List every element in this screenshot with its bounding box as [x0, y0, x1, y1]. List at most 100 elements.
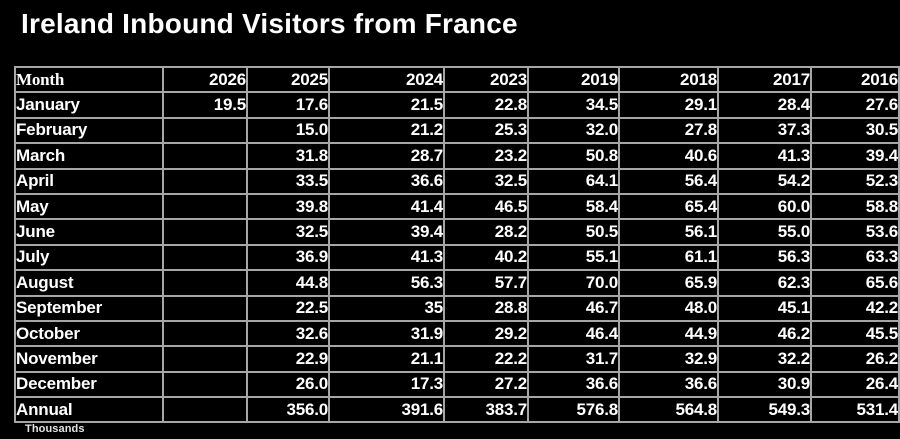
row-label: October	[14, 319, 164, 348]
units-note: Thousands	[25, 423, 85, 435]
value-cell: 46.5	[443, 192, 529, 221]
visitors-table: Month 2026 2025 2024 2023 2019 2018 2017 2016 Ja…	[14, 65, 900, 424]
value-cell	[162, 370, 248, 399]
value-cell: 383.7	[443, 396, 529, 424]
row-label: November	[14, 345, 164, 373]
value-cell	[162, 396, 248, 424]
value-cell: 63.3	[810, 243, 900, 272]
value-cell: 26.2	[810, 345, 900, 373]
table-row: Annual 356.0 391.6 383.7 576.8 564.8 549.3 531.…	[14, 396, 900, 424]
value-cell: 28.4	[717, 91, 812, 119]
table-row: March 31.8 28.7 23.2 50.8 40.6 41.3 39.4	[14, 142, 900, 170]
row-label: April	[14, 167, 164, 195]
value-cell: 40.6	[618, 142, 719, 170]
value-cell: 17.3	[328, 370, 445, 399]
header-row: Month 2026 2025 2024 2023 2019 2018 2017 2016	[14, 65, 900, 94]
row-label: December	[14, 370, 164, 399]
value-cell: 28.2	[443, 218, 529, 246]
value-cell	[162, 192, 248, 221]
value-cell: 44.8	[246, 269, 330, 297]
value-cell: 46.4	[527, 319, 620, 348]
table-row: January 19.5 17.6 21.5 22.8 34.5 29.1 28.4 27.6	[14, 91, 900, 119]
value-cell	[162, 243, 248, 272]
value-cell: 58.8	[810, 192, 900, 221]
value-cell: 22.8	[443, 91, 529, 119]
value-cell: 19.5	[162, 91, 248, 119]
value-cell: 46.7	[527, 294, 620, 322]
value-cell: 46.2	[717, 319, 812, 348]
value-cell: 32.0	[527, 116, 620, 145]
column-header-2023: 2023	[443, 65, 529, 94]
column-header-2016: 2016	[810, 65, 900, 94]
value-cell: 549.3	[717, 396, 812, 424]
value-cell: 21.2	[328, 116, 445, 145]
value-cell: 27.8	[618, 116, 719, 145]
value-cell: 31.9	[328, 319, 445, 348]
value-cell: 29.1	[618, 91, 719, 119]
column-header-2018: 2018	[618, 65, 719, 94]
value-cell: 27.6	[810, 91, 900, 119]
row-label: Annual	[14, 396, 164, 424]
value-cell: 41.3	[328, 243, 445, 272]
value-cell: 30.5	[810, 116, 900, 145]
page-title: Ireland Inbound Visitors from France	[21, 8, 518, 39]
value-cell: 21.5	[328, 91, 445, 119]
value-cell: 41.4	[328, 192, 445, 221]
value-cell: 31.7	[527, 345, 620, 373]
row-label: March	[14, 142, 164, 170]
value-cell: 45.1	[717, 294, 812, 322]
value-cell: 54.2	[717, 167, 812, 195]
value-cell: 35	[328, 294, 445, 322]
value-cell: 44.9	[618, 319, 719, 348]
column-header-2019: 2019	[527, 65, 620, 94]
table-row: May 39.8 41.4 46.5 58.4 65.4 60.0 58.8	[14, 192, 900, 221]
column-header-2017: 2017	[717, 65, 812, 94]
value-cell	[162, 345, 248, 373]
table-row: October 32.6 31.9 29.2 46.4 44.9 46.2 45.5	[14, 319, 900, 348]
value-cell: 50.8	[527, 142, 620, 170]
value-cell	[162, 319, 248, 348]
value-cell: 39.4	[810, 142, 900, 170]
row-label: June	[14, 218, 164, 246]
value-cell: 25.3	[443, 116, 529, 145]
value-cell: 33.5	[246, 167, 330, 195]
value-cell: 65.9	[618, 269, 719, 297]
column-header-2024: 2024	[328, 65, 445, 94]
value-cell: 36.6	[527, 370, 620, 399]
row-label: January	[14, 91, 164, 119]
value-cell: 56.3	[328, 269, 445, 297]
table-body: January 19.5 17.6 21.5 22.8 34.5 29.1 28.4 27.6 F…	[14, 91, 900, 424]
value-cell: 37.3	[717, 116, 812, 145]
value-cell: 40.2	[443, 243, 529, 272]
column-header-2025: 2025	[246, 65, 330, 94]
value-cell	[162, 142, 248, 170]
value-cell: 22.2	[443, 345, 529, 373]
value-cell: 391.6	[328, 396, 445, 424]
value-cell	[162, 218, 248, 246]
value-cell: 57.7	[443, 269, 529, 297]
value-cell: 41.3	[717, 142, 812, 170]
value-cell: 564.8	[618, 396, 719, 424]
value-cell: 26.0	[246, 370, 330, 399]
value-cell: 56.1	[618, 218, 719, 246]
value-cell	[162, 269, 248, 297]
value-cell: 45.5	[810, 319, 900, 348]
value-cell: 22.9	[246, 345, 330, 373]
value-cell: 62.3	[717, 269, 812, 297]
value-cell: 23.2	[443, 142, 529, 170]
value-cell: 32.5	[246, 218, 330, 246]
column-header-month: Month	[14, 65, 164, 94]
table-row: August 44.8 56.3 57.7 70.0 65.9 62.3 65.6	[14, 269, 900, 297]
value-cell: 15.0	[246, 116, 330, 145]
value-cell: 531.4	[810, 396, 900, 424]
value-cell: 60.0	[717, 192, 812, 221]
value-cell: 56.4	[618, 167, 719, 195]
value-cell: 48.0	[618, 294, 719, 322]
value-cell: 42.2	[810, 294, 900, 322]
value-cell: 31.8	[246, 142, 330, 170]
value-cell: 64.1	[527, 167, 620, 195]
value-cell: 53.6	[810, 218, 900, 246]
table-row: February 15.0 21.2 25.3 32.0 27.8 37.3 30.5	[14, 116, 900, 145]
value-cell: 32.6	[246, 319, 330, 348]
